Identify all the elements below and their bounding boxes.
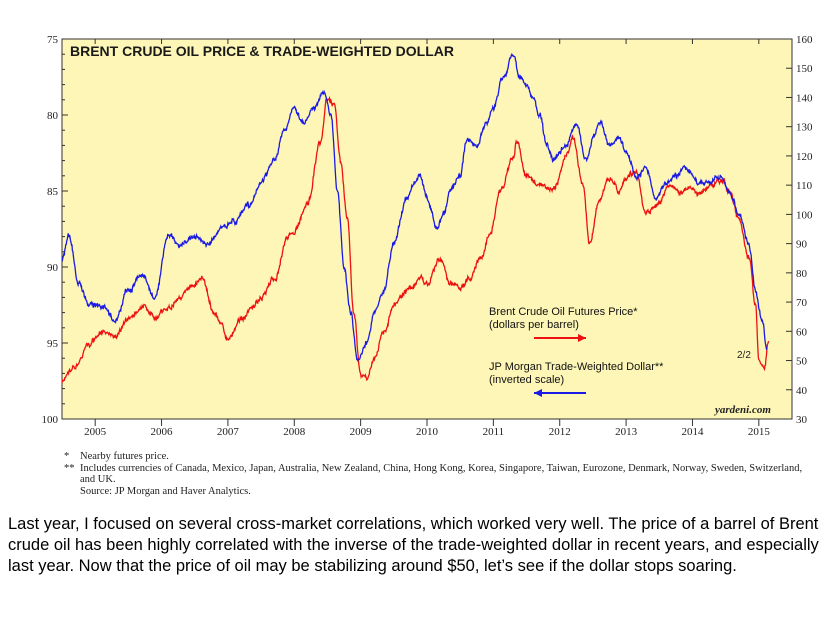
right-tick-label: 160	[796, 34, 813, 46]
right-tick-label: 30	[796, 414, 808, 426]
right-tick-label: 140	[796, 92, 813, 104]
footnote-mark	[64, 486, 80, 498]
footnote-mark: **	[64, 462, 75, 474]
right-tick-label: 70	[796, 297, 808, 309]
right-tick-label: 50	[796, 356, 808, 368]
x-tick-label: 2015	[748, 426, 771, 438]
footnote-text: Nearby futures price.	[80, 451, 169, 462]
footnote: ** Includes currencies of Canada, Mexico,…	[64, 463, 804, 486]
x-tick-label: 2014	[681, 426, 704, 438]
left-tick-label: 100	[42, 414, 59, 426]
left-tick-label: 85	[47, 186, 59, 198]
right-tick-label: 100	[796, 209, 813, 221]
x-tick-label: 2005	[84, 426, 107, 438]
right-tick-label: 110	[796, 180, 813, 192]
left-tick-label: 75	[47, 34, 59, 46]
dollar-legend-arrowhead	[534, 389, 542, 397]
footnote: * Nearby futures price.	[64, 451, 804, 463]
dollar-legend-sub: (inverted scale)	[489, 374, 564, 386]
right-tick-label: 120	[796, 151, 813, 163]
oil-legend-sub: (dollars per barrel)	[489, 319, 579, 331]
series-layer	[61, 52, 770, 384]
oil-legend-arrowhead	[578, 334, 586, 342]
right-tick-label: 40	[796, 385, 808, 397]
x-tick-label: 2013	[615, 426, 638, 438]
dollar-legend-name: JP Morgan Trade-Weighted Dollar**	[489, 361, 664, 373]
legend: Brent Crude Oil Futures Price*(dollars p…	[489, 306, 664, 397]
axes-layer: 2005 2006 2007 2008 2009 2010 2011 2012 2013 2014…	[42, 34, 814, 438]
chart: BRENT CRUDE OIL PRICE & TRADE-WEIGHTED D…	[42, 34, 814, 438]
chart-title: BRENT CRUDE OIL PRICE & TRADE-WEIGHTED D…	[70, 43, 454, 59]
footnote: Source: JP Morgan and Haver Analytics.	[64, 486, 804, 498]
article-caption: Last year, I focused on several cross-ma…	[8, 515, 819, 575]
source-credit: yardeni.com	[713, 404, 771, 416]
oil-series-line	[61, 95, 770, 384]
dollar-series-line	[61, 52, 768, 363]
x-tick-label: 2008	[283, 426, 306, 438]
left-tick-label: 90	[47, 262, 59, 274]
footnotes: * Nearby futures price. ** Includes currenc…	[64, 451, 804, 497]
x-tick-label: 2010	[416, 426, 439, 438]
right-tick-label: 80	[796, 268, 808, 280]
right-tick-label: 60	[796, 326, 808, 338]
oil-legend-name: Brent Crude Oil Futures Price*	[489, 306, 638, 318]
right-tick-label: 130	[796, 122, 813, 134]
x-tick-label: 2007	[217, 426, 240, 438]
right-tick-label: 150	[796, 63, 813, 75]
footnote-mark: *	[64, 451, 70, 462]
latest-date-label: 2/2	[737, 350, 751, 361]
footnote-text: Source: JP Morgan and Haver Analytics.	[80, 485, 251, 497]
plot-area	[61, 38, 793, 420]
x-tick-label: 2009	[350, 426, 373, 438]
x-tick-label: 2006	[151, 426, 174, 438]
left-tick-label: 80	[47, 110, 59, 122]
right-tick-label: 90	[796, 239, 808, 251]
x-tick-label: 2011	[483, 426, 505, 438]
left-tick-label: 95	[47, 338, 59, 350]
x-tick-label: 2012	[549, 426, 571, 438]
footnote-text: Includes currencies of Canada, Mexico, J…	[80, 462, 803, 486]
